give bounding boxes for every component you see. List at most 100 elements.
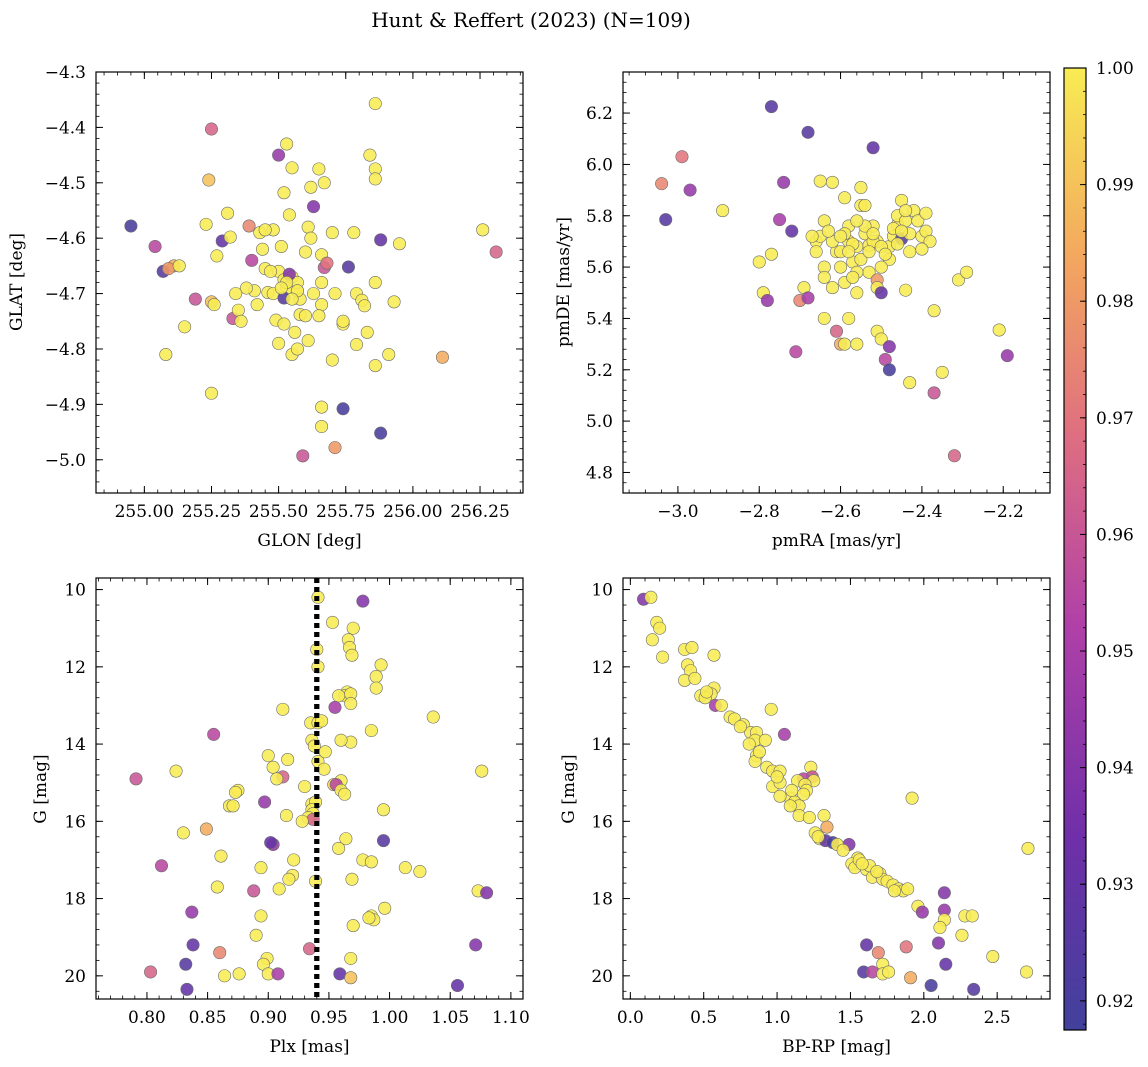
scatter-point xyxy=(655,177,669,191)
scatter-point xyxy=(346,621,360,635)
scatter-point xyxy=(874,332,888,346)
scatter-point xyxy=(476,223,490,237)
scatter-point xyxy=(272,336,286,350)
scatter-point xyxy=(960,265,974,279)
scatter-point xyxy=(783,799,797,813)
scatter-point xyxy=(378,901,392,915)
scatter-point xyxy=(716,204,730,218)
scatter-point xyxy=(870,865,884,879)
scatter-point xyxy=(199,217,213,231)
scatter-point xyxy=(965,909,979,923)
scatter-point xyxy=(785,224,799,238)
scatter-point xyxy=(752,255,766,269)
scatter-point xyxy=(764,702,778,716)
x-tick-label: 255.25 xyxy=(182,502,241,522)
scatter-point xyxy=(199,822,213,836)
axes-frame xyxy=(95,577,524,1000)
scatter-point xyxy=(469,938,483,952)
scatter-point xyxy=(204,386,218,400)
panel-pmra-pmde: −3.0 −2.8 −2.6 −2.4 −2.2 4.8 5.0 5.2 5.4 5.6 5.8 6.… xyxy=(554,71,1051,551)
scatter-point xyxy=(364,855,378,869)
scatter-point xyxy=(301,220,315,234)
scatter-point xyxy=(179,957,193,971)
scatter-point xyxy=(773,213,787,227)
scatter-point xyxy=(825,281,839,295)
scatter-point xyxy=(850,214,864,228)
scatter-point xyxy=(204,122,218,136)
scatter-points xyxy=(129,590,494,996)
scatter-point xyxy=(325,226,339,240)
scatter-point xyxy=(345,648,359,662)
y-axis-label: G [mag] xyxy=(559,754,579,823)
x-tick-label: −2.2 xyxy=(983,502,1024,522)
y-tick-label: −4.8 xyxy=(45,340,86,360)
scatter-point xyxy=(317,176,331,190)
scatter-point xyxy=(764,100,778,114)
scatter-point xyxy=(707,648,721,662)
x-tick-label: 255.00 xyxy=(115,502,174,522)
scatter-point xyxy=(435,350,449,364)
scatter-point xyxy=(809,245,823,259)
scatter-point xyxy=(346,919,360,933)
scatter-point xyxy=(231,303,245,317)
scatter-point xyxy=(258,795,272,809)
scatter-point xyxy=(315,275,329,289)
x-axis-label: GLON [deg] xyxy=(257,531,361,551)
x-tick-label: 0.5 xyxy=(690,1008,717,1028)
scatter-point xyxy=(345,872,359,886)
scatter-point xyxy=(931,936,945,950)
scatter-point xyxy=(332,841,346,855)
y-tick-label: −4.4 xyxy=(45,118,86,138)
scatter-point xyxy=(777,175,791,189)
scatter-point xyxy=(333,967,347,981)
scatter-points xyxy=(124,97,503,463)
scatter-point xyxy=(210,880,224,894)
scatter-point xyxy=(855,857,869,871)
scatter-point xyxy=(866,141,880,155)
scatter-point xyxy=(270,772,284,786)
scatter-point xyxy=(644,590,658,604)
scatter-point xyxy=(223,230,237,244)
scatter-point xyxy=(801,291,815,305)
scatter-point xyxy=(742,737,756,751)
scatter-point xyxy=(207,727,221,741)
y-tick-label: 16 xyxy=(591,812,613,832)
scatter-point xyxy=(903,376,917,390)
scatter-point xyxy=(874,286,888,300)
scatter-point xyxy=(234,314,248,328)
scatter-point xyxy=(733,720,747,734)
scatter-point xyxy=(368,97,382,111)
scatter-point xyxy=(955,928,969,942)
y-tick-label: −4.6 xyxy=(45,229,86,249)
scatter-point xyxy=(887,884,901,898)
scatter-point xyxy=(480,886,494,900)
scatter-point xyxy=(328,287,342,301)
scatter-point xyxy=(836,843,850,857)
scatter-point xyxy=(919,206,933,220)
panels: 255.00 255.25 255.50 255.75 256.00 256.25 −4.3… xyxy=(7,63,1051,1057)
scatter-point xyxy=(890,237,904,251)
scatter-point xyxy=(834,260,848,274)
scatter-point xyxy=(279,809,293,823)
scatter-point xyxy=(758,733,772,747)
colorbar-gradient xyxy=(1063,67,1087,1031)
y-tick-label: 12 xyxy=(64,658,86,678)
scatter-point xyxy=(860,938,874,952)
scatter-point xyxy=(272,148,286,162)
scatter-point xyxy=(911,214,925,228)
scatter-point xyxy=(915,242,929,256)
scatter-point xyxy=(368,172,382,186)
scatter-point xyxy=(842,245,856,259)
colorbar: 0.92 0.93 0.94 0.95 0.96 0.97 0.98 0.99 1.00 xyxy=(1063,59,1134,1031)
x-tick-label: 0.80 xyxy=(128,1008,166,1028)
scatter-point xyxy=(229,785,243,799)
scatter-point xyxy=(882,363,896,377)
scatter-point xyxy=(328,700,342,714)
scatter-point xyxy=(770,770,784,784)
y-tick-label: −4.5 xyxy=(45,174,86,194)
scatter-points xyxy=(655,100,1014,463)
colorbar-tick-label: 0.92 xyxy=(1096,992,1134,1012)
scatter-point xyxy=(899,940,913,954)
scatter-point xyxy=(261,749,275,763)
